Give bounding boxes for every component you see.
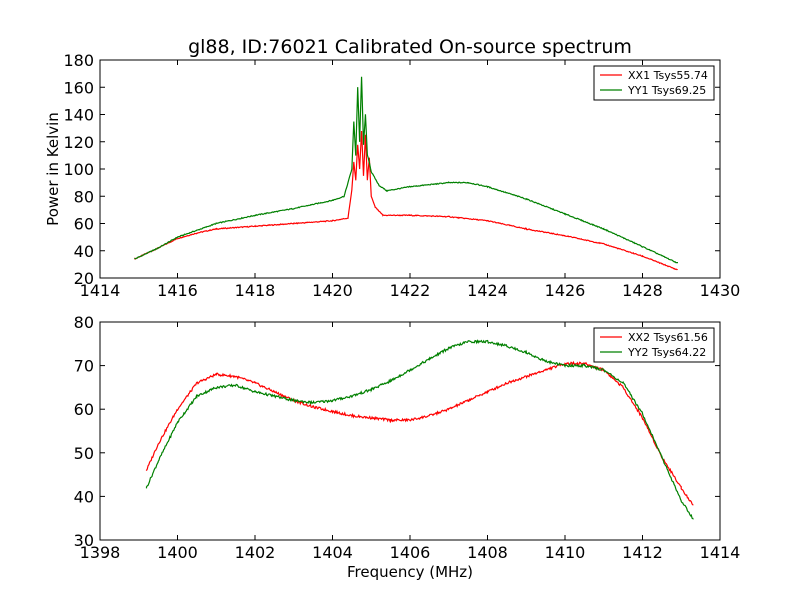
y-tick-label: 50	[74, 444, 94, 463]
legend-box	[593, 327, 715, 363]
x-tick-label: 1398	[80, 543, 121, 562]
legend-box	[593, 65, 715, 101]
x-tick-label: 1418	[235, 281, 276, 300]
x-tick-label: 1424	[467, 281, 508, 300]
x-tick-label: 1408	[467, 543, 508, 562]
y-tick-label: 80	[74, 187, 94, 206]
y-tick-label: 20	[74, 269, 94, 288]
y-tick-label: 40	[74, 242, 94, 261]
x-tick-label: 1426	[545, 281, 586, 300]
y-tick-label: 30	[74, 531, 94, 550]
x-tick-label: 1430	[700, 281, 741, 300]
series-line-yy1	[134, 76, 678, 264]
y-tick-label: 160	[63, 78, 94, 97]
x-tick-label: 1412	[622, 543, 663, 562]
y-tick-label: 60	[74, 400, 94, 419]
x-tick-label: 1400	[157, 543, 198, 562]
legend-label: XX2 Tsys61.56	[628, 331, 708, 344]
legend: XX2 Tsys61.56 YY2 Tsys64.22	[593, 327, 715, 363]
top-panel: 1414 1416 1418 1420 1422 1424 1426 1428 1430 20 40…	[44, 51, 740, 300]
y-tick-label: 60	[74, 215, 94, 234]
y-tick-label: 70	[74, 357, 94, 376]
series-line-yy2	[145, 339, 694, 520]
y-tick-label: 180	[63, 51, 94, 70]
y-tick-label: 120	[63, 133, 94, 152]
y-tick-label: 100	[63, 160, 94, 179]
figure-title: gl88, ID:76021 Calibrated On-source spec…	[188, 36, 632, 58]
x-tick-label: 1420	[312, 281, 353, 300]
x-tick-label: 1422	[390, 281, 431, 300]
plot-area	[145, 339, 694, 520]
y-tick-label: 40	[74, 487, 94, 506]
x-tick-label: 1406	[390, 543, 431, 562]
x-tick-label: 1402	[235, 543, 276, 562]
y-axis-label: Power in Kelvin	[44, 112, 62, 226]
plot-area	[134, 76, 678, 271]
y-tick-label: 140	[63, 106, 94, 125]
legend-label: YY1 Tsys69.25	[627, 84, 706, 97]
legend: XX1 Tsys55.74 YY1 Tsys69.25	[593, 65, 715, 101]
x-tick-label: 1404	[312, 543, 353, 562]
bottom-panel: 1398 1400 1402 1404 1406 1408 1410 1412 1414 30 40…	[74, 313, 741, 562]
x-tick-label: 1414	[700, 543, 741, 562]
y-tick-label: 80	[74, 313, 94, 332]
legend-label: XX1 Tsys55.74	[628, 69, 708, 82]
legend-label: YY2 Tsys64.22	[627, 346, 706, 359]
x-tick-label: 1416	[157, 281, 198, 300]
series-line-xx1	[134, 130, 678, 271]
x-axis-label: Frequency (MHz)	[347, 563, 473, 581]
x-tick-label: 1414	[80, 281, 121, 300]
x-tick-label: 1410	[545, 543, 586, 562]
x-tick-label: 1428	[622, 281, 663, 300]
